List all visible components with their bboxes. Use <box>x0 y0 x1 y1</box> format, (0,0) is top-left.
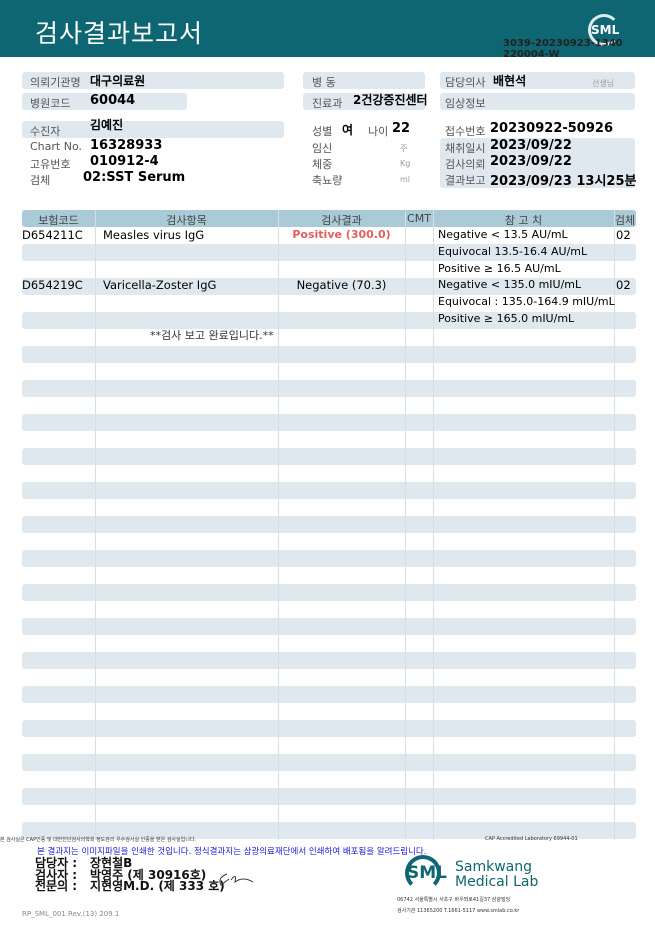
institution-label: 의뢰기관명 <box>30 76 81 89</box>
table-stripe <box>22 482 636 499</box>
manager-value: 장현철B <box>90 856 133 870</box>
cell-item: Varicella-Zoster IgG <box>103 278 217 293</box>
table-stripe <box>22 652 636 669</box>
lab-name: Samkwang Medical Lab <box>455 859 539 890</box>
table-stripe <box>22 414 636 431</box>
table-stripe <box>22 516 636 533</box>
table-stripe <box>22 720 636 737</box>
table-header: 보험코드 검사항목 검사결과 CMT 참 고 치 검체 <box>22 210 636 227</box>
cap-id: CAP Accredited Laboratory 69944-01 <box>485 836 578 842</box>
sex-value: 여 <box>342 123 354 137</box>
table-stripe <box>22 822 636 839</box>
cell-ref: Negative < 13.5 AU/mL <box>438 228 568 241</box>
tester-label: 검사자 : <box>35 868 78 882</box>
table-stripe <box>22 618 636 635</box>
weight-label: 체중 <box>312 158 333 171</box>
collect-label: 채취일시 <box>445 142 486 155</box>
chart-label: Chart No. <box>30 140 82 153</box>
specialist-value: 지현영M.D. (제 333 호) <box>90 879 225 893</box>
cell-code: D654211C <box>22 228 83 242</box>
table-stripe <box>22 346 636 363</box>
form-number: RP_SML_001 Rev.(13) 209.1 <box>22 910 120 918</box>
cell-ref: Equivocal 13.5-16.4 AU/mL <box>438 244 588 258</box>
dept-label: 진료과 <box>312 97 343 110</box>
ward-label: 병 동 <box>312 76 336 89</box>
cell-ref: Positive ≥ 165.0 mIU/mL <box>438 312 575 325</box>
cell-result: Positive (300.0) <box>292 228 391 241</box>
cell-result: Negative (70.3) <box>296 278 387 293</box>
doctor-suffix: 선생님 <box>592 79 615 88</box>
pregnancy-label: 임신 <box>312 142 333 155</box>
cell-code: D654219C <box>22 278 83 293</box>
cell-item: Measles virus IgG <box>103 228 205 242</box>
table-stripe <box>22 380 636 397</box>
report-label: 결과보고 <box>445 174 486 187</box>
table-stripe <box>22 788 636 805</box>
sex-label: 성별 <box>312 125 333 138</box>
complete-note: **검사 보고 완료입니다.** <box>150 329 274 342</box>
signature <box>219 873 254 886</box>
patient-value: 김예진 <box>90 118 124 132</box>
unique-label: 고유번호 <box>30 158 71 171</box>
header-cmt: CMT <box>407 212 431 225</box>
collect-value: 2023/09/22 <box>490 138 572 153</box>
cell-spec: 02 <box>616 228 631 242</box>
urine-unit: ml <box>400 175 411 184</box>
pregnancy-unit: 주 <box>400 144 408 153</box>
report-value: 2023/09/23 13시25분 <box>490 174 637 189</box>
tester-value: 박영주 (제 30916호) <box>90 868 207 882</box>
unique-value: 010912-4 <box>90 154 159 169</box>
document-number: 3039-20230923-1340 220004-W <box>503 38 623 60</box>
request-label: 검사의뢰 <box>445 158 486 171</box>
request-value: 2023/09/22 <box>490 154 572 169</box>
clinical-label: 임상정보 <box>445 97 486 110</box>
cell-ref: Negative < 135.0 mIU/mL <box>438 278 582 292</box>
header-ref: 참 고 치 <box>504 214 543 227</box>
cell-ref: Equivocal : 135.0-164.9 mIU/mL <box>438 295 615 309</box>
hospital-code-value: 60044 <box>90 93 136 108</box>
header-specimen: 검체 <box>614 214 636 227</box>
specimen-label: 검체 <box>30 174 51 187</box>
header-item: 검사항목 <box>166 214 207 227</box>
specimen-value: 02:SST Serum <box>83 170 186 185</box>
specialist-label: 전문의 : <box>35 879 78 893</box>
patient-label: 수진자 <box>30 125 61 138</box>
doctor-value: 배현석 <box>493 74 527 88</box>
dept-value: 2건강증진센터 <box>353 93 428 107</box>
table-stripe <box>22 312 636 329</box>
cell-ref: Positive ≥ 16.5 AU/mL <box>438 261 561 275</box>
urine-label: 축뇨량 <box>312 174 343 187</box>
age-label: 나이 <box>368 125 389 138</box>
doctor-label: 담당의사 <box>445 76 486 89</box>
table-stripe <box>22 754 636 771</box>
sml-logo: SML <box>588 14 620 46</box>
hospital-code-label: 병원코드 <box>30 97 71 110</box>
lab-address: 06742 서울특별시 서초구 바우뫼로41길37 삼광빌딩 <box>397 897 511 903</box>
cell-spec: 02 <box>616 278 631 293</box>
lab-logo: SML <box>407 863 447 883</box>
notice: 본 결과지는 이미지파일을 인쇄한 것입니다. 정식결과지는 삼광의료재단에서 … <box>37 847 427 857</box>
table-stripe <box>22 448 636 465</box>
cap-note: 본 검사실은 CAP인증 및 대한진단검사의학회 정도관리 우수검사실 인증을 … <box>0 837 197 843</box>
table-stripe <box>22 244 636 261</box>
receipt-label: 접수번호 <box>445 125 486 138</box>
report-header: 검사결과보고서 SML <box>0 0 655 57</box>
weight-unit: Kg <box>400 159 411 168</box>
header-result: 검사결과 <box>321 214 362 227</box>
lab-contact: 검사기관 11365200 T.1661-5117 www.smlab.co.k… <box>397 908 520 914</box>
header-code: 보험코드 <box>38 214 79 227</box>
chart-value: 16328933 <box>90 138 163 153</box>
receipt-value: 20230922-50926 <box>490 121 613 136</box>
report-title: 검사결과보고서 <box>35 19 204 48</box>
manager-label: 담당자 : <box>35 856 78 870</box>
table-stripe <box>22 550 636 567</box>
institution-value: 대구의료원 <box>90 74 146 88</box>
table-stripe <box>22 686 636 703</box>
age-value: 22 <box>392 121 411 136</box>
table-stripe <box>22 278 636 295</box>
table-stripe <box>22 584 636 601</box>
